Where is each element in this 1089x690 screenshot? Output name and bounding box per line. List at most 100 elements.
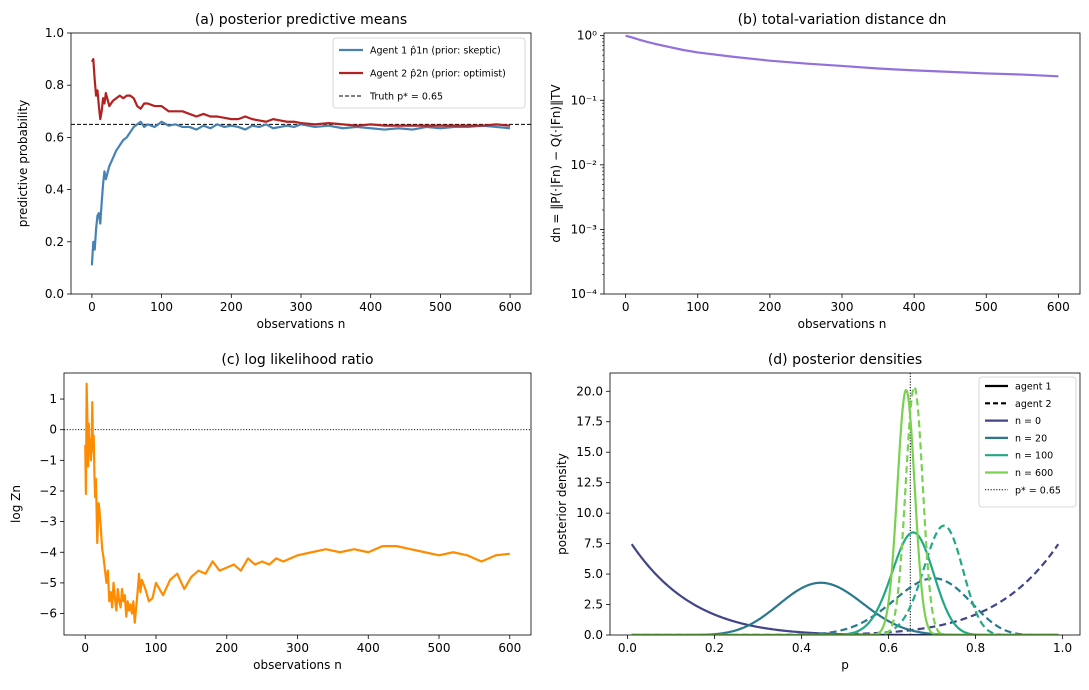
x-tick-label: 1.0	[1053, 641, 1072, 655]
y-tick-label: −6	[39, 607, 57, 621]
x-tick-label: 0.8	[966, 641, 985, 655]
x-tick-label: 500	[429, 300, 452, 314]
legend-label: agent 1	[1015, 382, 1052, 393]
legend-label: p* = 0.65	[1015, 485, 1061, 496]
y-tick-label: 0.4	[45, 183, 64, 197]
x-tick-label: 200	[220, 300, 243, 314]
y-tick-label: −1	[39, 453, 57, 467]
y-tick-label: 10.0	[576, 506, 603, 520]
series-line	[631, 531, 1059, 635]
series-line	[631, 524, 1059, 635]
x-tick-label: 600	[499, 300, 522, 314]
y-axis-label: posterior density	[555, 453, 569, 555]
x-tick-label: 500	[975, 300, 998, 314]
legend: Agent 1 p̂1n (prior: skeptic) Agent 2 p̂2…	[332, 37, 526, 109]
series-line	[631, 581, 1059, 635]
x-tick-label: 600	[1047, 300, 1070, 314]
x-axis-label: observations n	[798, 317, 887, 331]
legend-label: n = 100	[1015, 451, 1053, 462]
legend-label: Agent 1 p̂1n (prior: skeptic)	[370, 46, 501, 57]
x-tick-label: 600	[498, 641, 521, 655]
y-tick-label: 10⁻¹	[571, 93, 598, 107]
y-tick-label: 5.0	[584, 567, 603, 581]
x-tick-label: 0.6	[879, 641, 898, 655]
x-tick-label: 500	[428, 641, 451, 655]
chart-title: (d) posterior densities	[768, 352, 922, 368]
x-tick-label: 300	[290, 300, 313, 314]
y-tick-label: 10⁻³	[571, 222, 598, 236]
axes-frame	[603, 32, 1081, 295]
y-tick-label: 1	[49, 392, 57, 406]
legend-label: n = 20	[1015, 433, 1047, 444]
x-tick-label: 100	[145, 641, 168, 655]
x-tick-label: 0	[88, 300, 96, 314]
y-tick-label: 10⁰	[577, 29, 597, 43]
y-tick-label: −3	[39, 515, 57, 529]
x-tick-label: 0.0	[618, 641, 637, 655]
y-tick-label: −4	[39, 545, 57, 559]
x-tick-label: 400	[903, 300, 926, 314]
legend-label: Truth p* = 0.65	[369, 92, 443, 103]
y-tick-label: 0	[49, 423, 57, 437]
y-axis-label: log Zn	[9, 485, 23, 523]
x-tick-label: 100	[686, 300, 709, 314]
x-tick-label: 0.4	[792, 641, 811, 655]
plot-area	[71, 58, 531, 266]
y-tick-label: 0.2	[45, 235, 64, 249]
y-tick-label: 17.5	[576, 415, 603, 429]
y-tick-label: 10⁻⁴	[571, 287, 598, 301]
series-line	[90, 120, 511, 266]
y-tick-label: 12.5	[576, 476, 603, 490]
legend-box	[332, 37, 526, 109]
series-line	[625, 34, 1059, 78]
panel-a: (a) posterior predictive means 0 100 200 300…	[16, 12, 532, 331]
y-tick-label: 2.5	[584, 598, 603, 612]
series-line	[84, 382, 510, 624]
plot-area	[64, 382, 531, 624]
legend-label: Agent 2 p̂2n (prior: optimist)	[370, 69, 506, 80]
x-tick-label: 200	[758, 300, 781, 314]
chart-title: (c) log likelihood ratio	[221, 352, 373, 368]
x-axis-label: observations n	[257, 317, 346, 331]
plot-area	[625, 34, 1059, 78]
x-tick-label: 300	[831, 300, 854, 314]
x-tick-label: 0	[81, 641, 89, 655]
y-tick-label: 0.6	[45, 130, 64, 144]
chart-title: (a) posterior predictive means	[195, 12, 407, 28]
x-tick-label: 0.2	[705, 641, 724, 655]
y-tick-label: 15.0	[576, 445, 603, 459]
y-tick-label: −2	[39, 484, 57, 498]
panel-b: (b) total-variation distance dn 0 100 200 30…	[549, 12, 1081, 331]
y-tick-label: −5	[39, 576, 57, 590]
x-tick-label: 0	[622, 300, 630, 314]
y-tick-label: 7.5	[584, 537, 603, 551]
axes-frame	[63, 372, 532, 636]
series-line	[631, 577, 1059, 635]
y-tick-label: 0.0	[45, 287, 64, 301]
y-tick-label: 10⁻²	[571, 158, 598, 172]
x-tick-label: 400	[359, 300, 382, 314]
y-tick-label: 0.0	[584, 628, 603, 642]
y-tick-label: 0.8	[45, 78, 64, 92]
legend-box	[978, 376, 1077, 508]
x-tick-label: 200	[215, 641, 238, 655]
x-tick-label: 300	[286, 641, 309, 655]
y-tick-label: 1.0	[45, 26, 64, 40]
legend-label: agent 2	[1015, 399, 1052, 410]
panel-c: (c) log likelihood ratio 0 100 200 300 400 500…	[9, 352, 532, 672]
x-axis-label: p	[841, 658, 849, 672]
x-axis-label: observations n	[253, 658, 342, 672]
x-tick-label: 400	[357, 641, 380, 655]
legend: agent 1 agent 2 n = 0 n = 20 n = 100 n = 600 p…	[978, 376, 1077, 508]
panel-d: (d) posterior densities 0.0 0.2 0.4 0.6 0.8 1.…	[555, 352, 1081, 672]
x-tick-label: 100	[150, 300, 173, 314]
y-tick-label: 20.0	[576, 384, 603, 398]
axes-frame	[609, 372, 1081, 636]
legend-label: n = 0	[1015, 416, 1041, 427]
legend-label: n = 600	[1015, 468, 1053, 479]
y-axis-label: dn = ‖P(·|Fn) − Q(·|Fn)‖TV	[549, 84, 563, 243]
chart-title: (b) total-variation distance dn	[738, 12, 947, 28]
series-line	[90, 58, 511, 127]
y-axis-label: predictive probability	[16, 100, 30, 228]
